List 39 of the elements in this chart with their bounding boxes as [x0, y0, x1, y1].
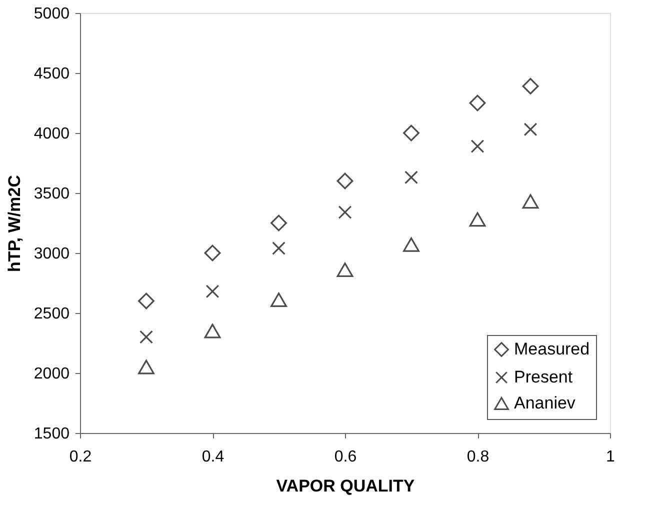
point — [138, 292, 154, 310]
point — [403, 237, 420, 252]
y-tick-label: 2500 — [34, 306, 70, 322]
point — [206, 284, 220, 298]
point — [336, 172, 354, 190]
point — [204, 244, 221, 262]
x-tick-label: 0.6 — [334, 448, 357, 466]
y-axis-title: hTP, W/m2C — [4, 175, 24, 272]
point — [140, 330, 153, 344]
x-tick-label: 0.8 — [466, 448, 490, 466]
y-tick-label: 5000 — [34, 6, 70, 22]
y-tick-label: 2000 — [34, 366, 70, 382]
y-tick-label: 4500 — [34, 66, 70, 82]
point — [522, 78, 539, 94]
point — [469, 94, 486, 112]
y-tick-label: 3500 — [34, 186, 70, 202]
point — [470, 139, 484, 153]
point — [404, 170, 418, 184]
point — [272, 241, 286, 255]
legend-label: Present — [514, 368, 573, 386]
point — [204, 324, 221, 338]
y-tick-label: 3000 — [34, 246, 70, 262]
point — [270, 214, 287, 232]
point — [522, 194, 539, 209]
point — [270, 292, 287, 308]
point — [403, 124, 420, 142]
point — [336, 262, 354, 278]
y-tick-label: 1500 — [34, 426, 70, 442]
x-tick-label: 0.2 — [69, 448, 92, 466]
x-tick-label: 1 — [606, 448, 616, 466]
point — [524, 122, 538, 136]
point — [469, 212, 486, 227]
point — [338, 205, 352, 219]
legend-label: Ananiev — [514, 394, 576, 412]
point — [138, 360, 154, 374]
y-tick-label: 4000 — [34, 126, 70, 142]
x-tick-label: 0.4 — [202, 448, 224, 466]
x-axis-title: VAPOR QUALITY — [276, 476, 416, 496]
legend-label: Measured — [514, 340, 590, 358]
